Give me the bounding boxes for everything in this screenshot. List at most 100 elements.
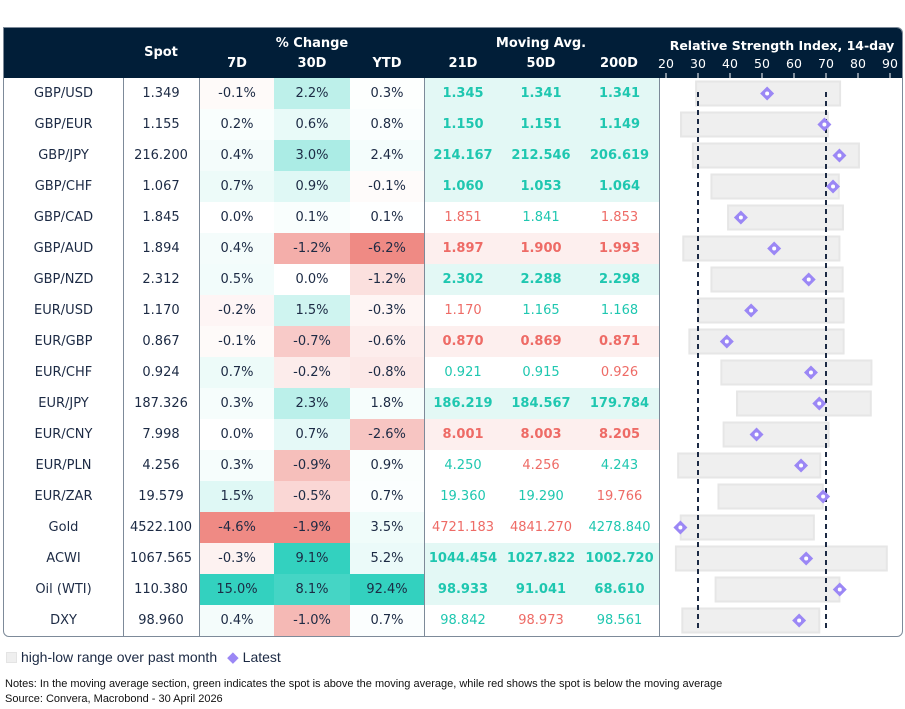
instrument-name: Gold [48,520,79,535]
spot-cell: 0.924 [142,365,180,380]
rsi-marker-center [837,587,842,592]
ma-row-highlight [424,388,659,419]
header-30d: 30D [297,56,327,71]
legend-latest-label: Latest [242,649,281,665]
rsi-range-bar [720,359,873,386]
ma21-cell: 4721.183 [431,520,495,535]
ma21-cell: 1.060 [442,179,484,194]
ytd-cell: -2.6% [350,419,424,450]
ma50-cell: 1.341 [520,86,562,101]
d30-cell: -0.2% [274,357,350,388]
ma50-cell: 1.053 [520,179,562,194]
instrument-name: Oil (WTI) [35,582,92,597]
ma200-cell: 0.871 [598,334,641,349]
instrument-name: GBP/JPY [38,148,89,163]
rsi-range-bar [736,390,872,417]
d7-cell: 0.5% [200,264,274,295]
ytd-cell: -0.6% [350,326,424,357]
source: Source: Convera, Macrobond - 30 April 20… [5,693,223,705]
header-pct-change: % Change [275,36,349,51]
ma200-cell: 4278.840 [588,520,651,535]
rsi-range-bar [688,328,845,355]
header-rsi-title: Relative Strength Index, 14-day [669,38,895,53]
instrument-name: GBP/NZD [33,272,94,287]
d30-cell: -0.5% [274,481,350,512]
table-row: EUR/USD 1.170 -0.2% 1.5% -0.3% 1.170 1.165 1.16… [4,295,902,326]
d7-cell: 0.4% [200,140,274,171]
d7-cell: 0.3% [200,388,274,419]
ma200-cell: 179.784 [589,396,650,411]
rsi-marker-center [738,215,743,220]
ma50-cell: 91.041 [515,582,567,597]
d30-cell: -1.9% [274,512,350,543]
spot-cell: 110.380 [134,582,188,597]
rsi-marker-center [754,432,759,437]
ma200-cell: 98.561 [596,613,643,628]
ma200-cell: 8.205 [598,427,641,442]
d30-cell: 1.5% [274,295,350,326]
ma-row-highlight [424,171,659,202]
ma21-cell: 2.302 [442,272,484,287]
d7-cell: 0.3% [200,450,274,481]
table-row: DXY 98.960 0.4% -1.0% 0.7% 98.842 98.973 98.561 [4,605,902,636]
header-50d: 50D [526,56,556,71]
ma21-cell: 0.870 [442,334,484,349]
d7-cell: -0.3% [200,543,274,574]
rsi-marker-center [806,277,811,282]
legend-range-label: high-low range over past month [21,649,218,665]
rsi-range-bar [674,545,888,572]
ma50-cell: 4.256 [522,458,560,473]
instrument-name: EUR/USD [34,303,93,318]
spot-cell: 1.067 [142,179,180,194]
d7-cell: 0.2% [200,109,274,140]
instrument-name: EUR/JPY [38,396,89,411]
table-row: GBP/USD 1.349 -0.1% 2.2% 0.3% 1.345 1.341 1.341 [4,78,902,109]
ma-row-highlight [424,140,659,171]
ma21-cell: 1.851 [444,210,482,225]
rsi-marker-center [831,184,836,189]
spot-cell: 7.998 [142,427,180,442]
rsi-marker-center [804,556,809,561]
ytd-cell: 0.1% [350,202,424,233]
ytd-cell: -0.3% [350,295,424,326]
ma-row-highlight [424,543,659,574]
ytd-cell: 1.8% [350,388,424,419]
rsi-marker-center [799,463,804,468]
rsi-chart: 20 30 40 50 60 70 80 90 [658,56,898,634]
ma-row-highlight [424,264,659,295]
rsi-tick-label: 90 [882,56,898,71]
ma21-cell: 214.167 [433,148,493,163]
ma21-cell: 186.219 [433,396,493,411]
header-ytd: YTD [372,56,402,71]
table-row: EUR/PLN 4.256 0.3% -0.9% 0.9% 4.250 4.256 4.243 [4,450,902,481]
rsi-marker-center [837,153,842,158]
ma21-cell: 1.345 [442,86,484,101]
ma21-cell: 4.250 [444,458,482,473]
d30-cell: -1.0% [274,605,350,636]
ma200-cell: 1002.720 [585,551,654,566]
rsi-range-bar [710,173,840,200]
d30-cell: 8.1% [274,574,350,605]
ma200-cell: 206.619 [589,148,650,163]
ma50-cell: 1.900 [520,241,562,256]
rsi-marker-center [724,339,729,344]
ma21-cell: 0.921 [444,365,482,380]
ma200-cell: 19.766 [596,489,643,504]
instrument-name: EUR/PLN [35,458,92,473]
ma-row-highlight [424,233,659,264]
spot-cell: 1.170 [142,303,180,318]
d30-cell: 0.1% [274,202,350,233]
rsi-marker-center [765,91,770,96]
ma50-cell: 1.165 [522,303,560,318]
rsi-tick-label: 70 [818,56,834,71]
range-swatch-icon [6,651,17,663]
table-row: GBP/CAD 1.845 0.0% 0.1% 0.1% 1.851 1.841 1.853 [4,202,902,233]
instrument-name: EUR/GBP [34,334,93,349]
ytd-cell: -1.2% [350,264,424,295]
notes: Notes: In the moving average section, gr… [5,678,723,690]
rsi-range-bar [710,266,844,293]
ma-row-highlight [424,574,659,605]
ma50-cell: 212.546 [511,148,571,163]
rsi-marker-center [772,246,777,251]
ytd-cell: 5.2% [350,543,424,574]
